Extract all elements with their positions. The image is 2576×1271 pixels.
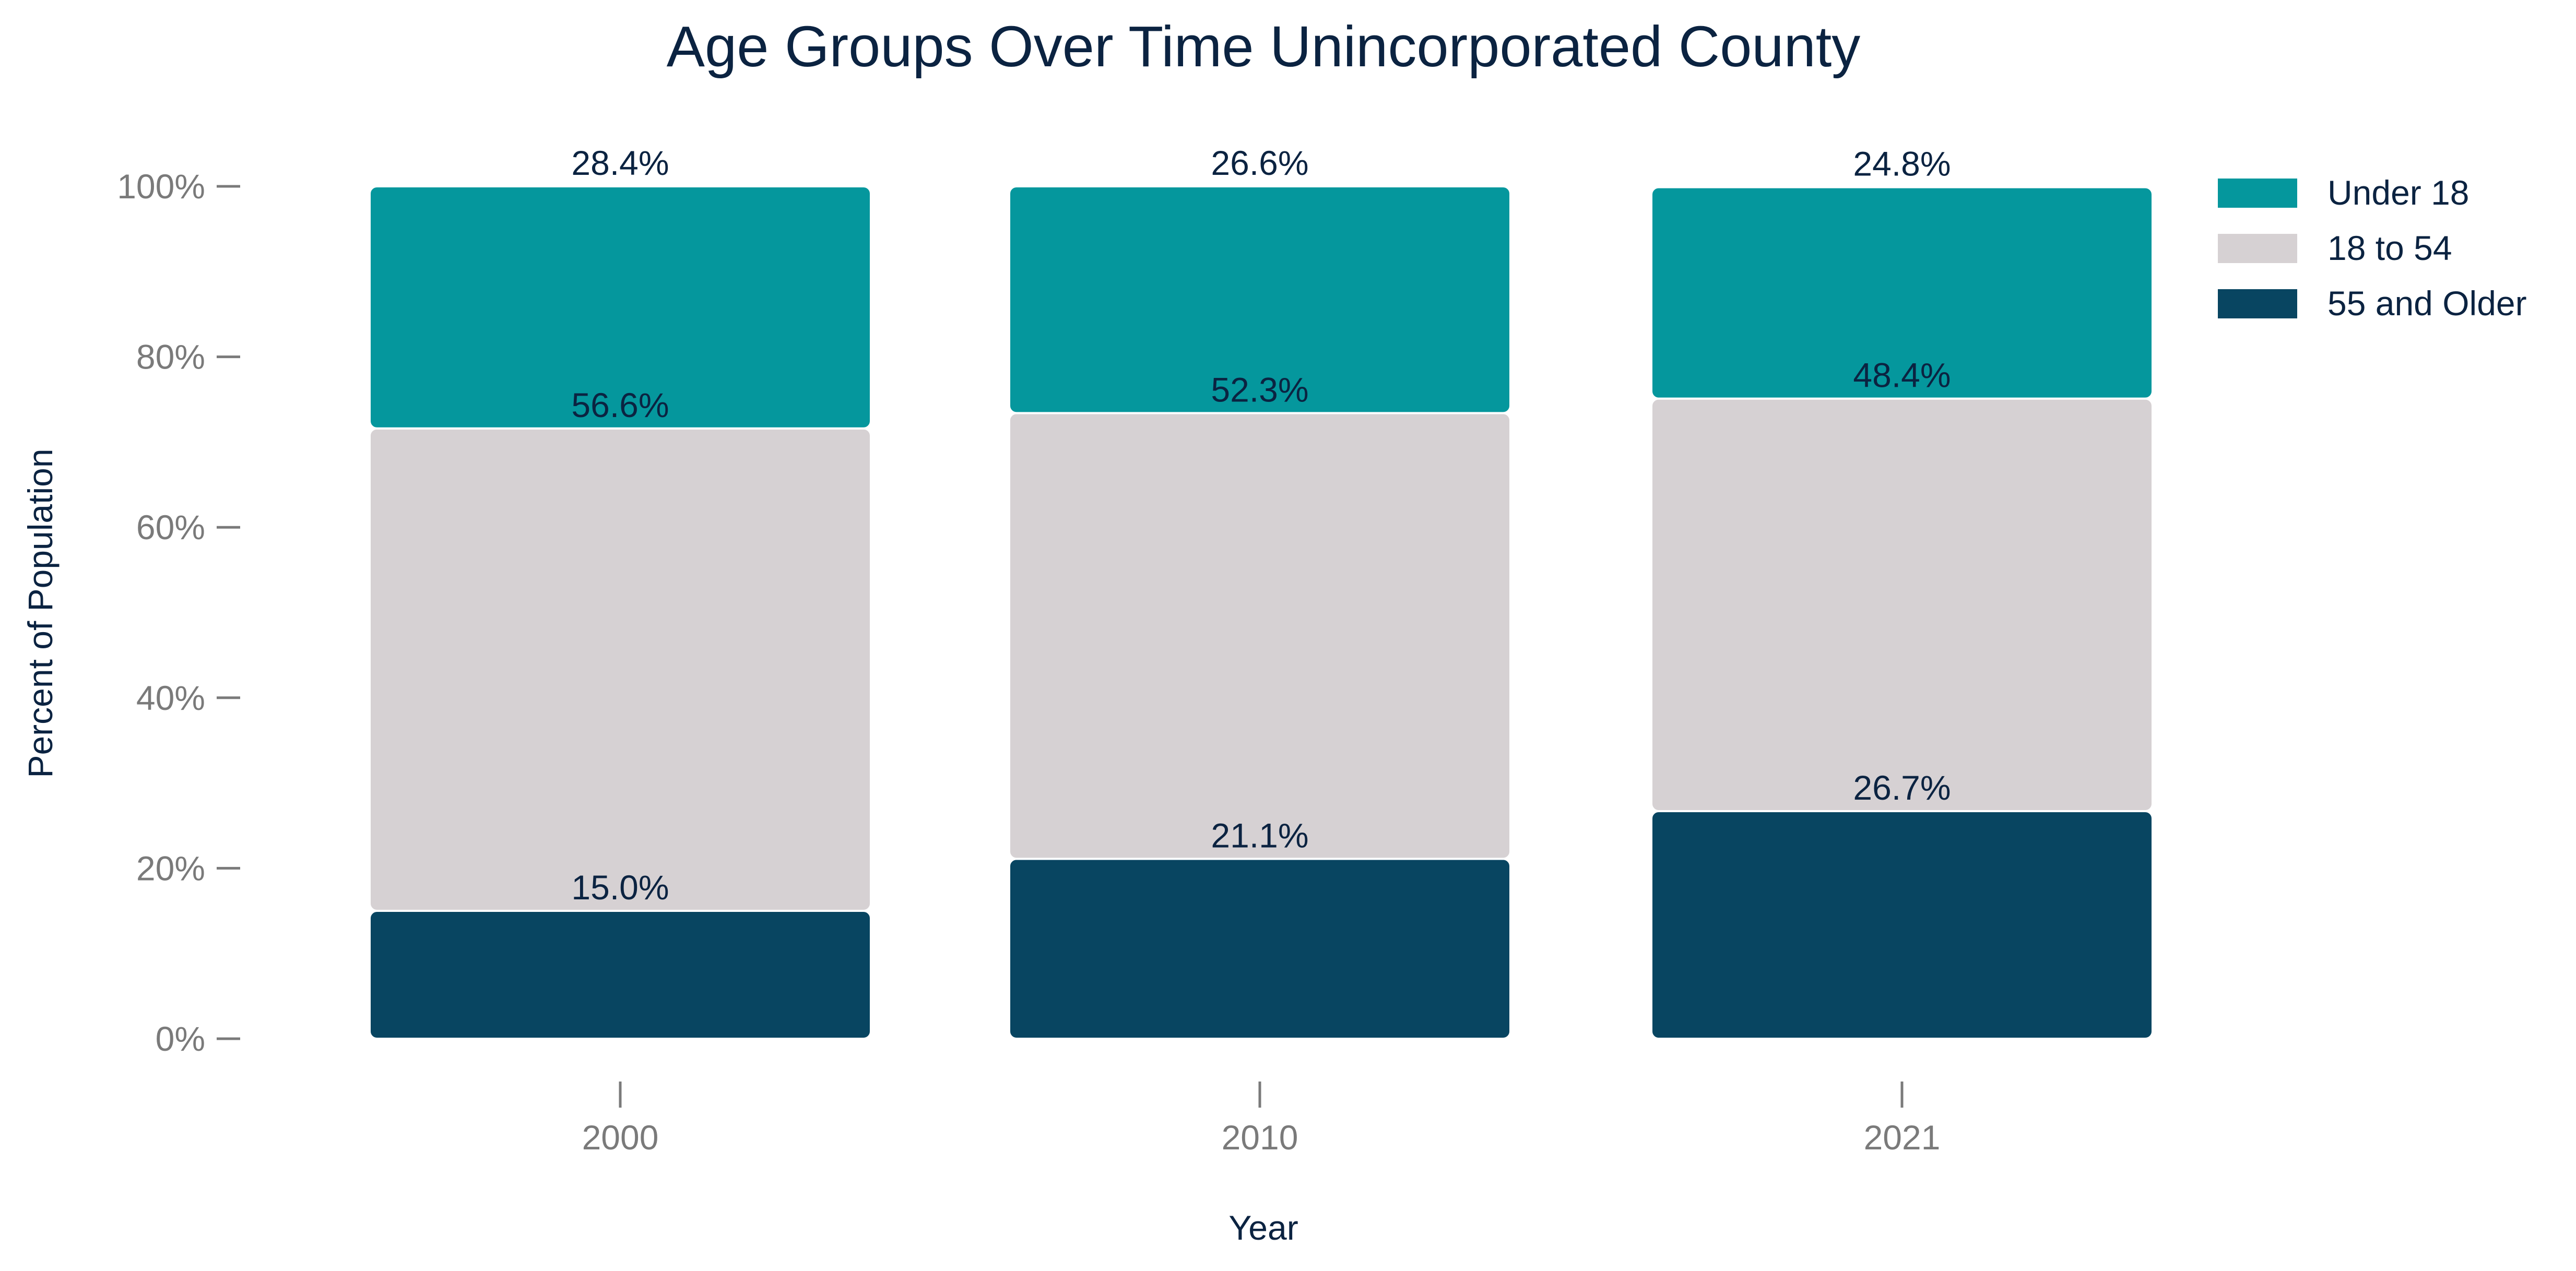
data-label: 28.4% bbox=[571, 144, 669, 182]
y-axis-title: Percent of Population bbox=[21, 448, 60, 778]
x-axis-title: Year bbox=[1228, 1208, 1298, 1247]
bar-segment-18-to-54 bbox=[1009, 413, 1510, 859]
y-tick-label: 0% bbox=[156, 1019, 205, 1058]
chart-title: Age Groups Over Time Unincorporated Coun… bbox=[667, 15, 1861, 79]
legend-swatch bbox=[2218, 179, 2297, 208]
x-axis: 2000 2010 2021 bbox=[582, 1082, 1941, 1157]
data-label: 48.4% bbox=[1853, 356, 1951, 395]
data-label: 15.0% bbox=[571, 868, 669, 907]
legend-label: 55 and Older bbox=[2327, 284, 2527, 323]
legend-swatch bbox=[2218, 289, 2297, 318]
data-label: 26.7% bbox=[1853, 768, 1951, 807]
bar-segment-55-and-older bbox=[1009, 859, 1510, 1039]
y-axis: 0% 20% 40% 60% 80% 100% bbox=[117, 167, 240, 1058]
bar-segment-55-and-older bbox=[1651, 811, 2153, 1039]
y-tick-label: 20% bbox=[136, 849, 205, 887]
data-label: 21.1% bbox=[1211, 816, 1308, 854]
data-label: 24.8% bbox=[1853, 145, 1951, 183]
y-tick-label: 100% bbox=[117, 167, 205, 206]
bars bbox=[370, 186, 2153, 1039]
y-tick-label: 60% bbox=[136, 508, 205, 547]
y-tick-label: 40% bbox=[136, 679, 205, 717]
data-label: 56.6% bbox=[571, 386, 669, 424]
legend-label: Under 18 bbox=[2327, 173, 2469, 212]
bar-segment-55-and-older bbox=[370, 911, 871, 1039]
bar-segment-18-to-54 bbox=[370, 429, 871, 911]
bar-segment-18-to-54 bbox=[1651, 399, 2153, 811]
x-tick-label: 2000 bbox=[582, 1118, 659, 1157]
legend-label: 18 to 54 bbox=[2327, 229, 2452, 267]
x-tick-label: 2010 bbox=[1222, 1118, 1298, 1157]
legend: Under 18 18 to 54 55 and Older bbox=[2218, 173, 2527, 323]
y-tick-label: 80% bbox=[136, 338, 205, 376]
data-label: 52.3% bbox=[1211, 370, 1308, 409]
data-label: 26.6% bbox=[1211, 144, 1308, 182]
legend-swatch bbox=[2218, 234, 2297, 263]
x-tick-label: 2021 bbox=[1864, 1118, 1941, 1157]
